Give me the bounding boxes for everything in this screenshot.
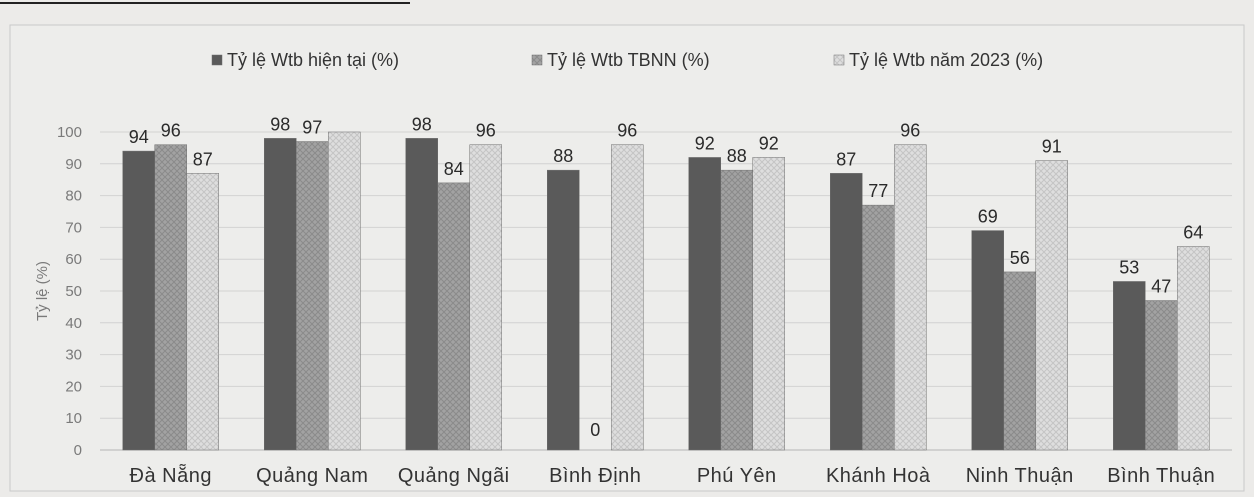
legend: Tỷ lệ Wtb hiện tại (%) Tỷ lệ Wtb TBNN (%)… [211, 50, 1043, 70]
bar-2-series-0 [405, 138, 438, 451]
data-label-1-series-0: 98 [270, 114, 290, 134]
bar-6-series-2 [1035, 160, 1068, 451]
data-label-4-series-1: 88 [727, 146, 747, 166]
data-label-2-series-2: 96 [476, 121, 496, 141]
y-axis-title: Tỷ lệ (%) [34, 261, 51, 321]
bar-7-series-1 [1145, 300, 1178, 451]
data-label-1-series-1: 97 [302, 118, 322, 138]
bar-4-series-0 [688, 157, 721, 451]
data-label-6-series-0: 69 [978, 207, 998, 227]
bar-6-series-0 [971, 230, 1004, 451]
bar-5-series-1 [862, 204, 895, 451]
data-label-4-series-0: 92 [695, 133, 715, 153]
y-tick-label-0: 0 [74, 442, 82, 459]
data-label-3-series-0: 88 [553, 146, 573, 166]
legend-swatch-0 [211, 54, 223, 66]
data-label-5-series-2: 96 [900, 121, 920, 141]
bar-2-series-2 [469, 144, 502, 451]
x-category-label-2: Quảng Ngãi [398, 465, 510, 487]
bar-1-series-0 [264, 138, 297, 451]
bar-4-series-1 [720, 169, 753, 451]
data-label-2-series-0: 98 [412, 114, 432, 134]
bar-0-series-1 [154, 144, 187, 451]
data-label-3-series-1: 0 [590, 420, 600, 440]
y-tick-label-100: 100 [57, 124, 82, 141]
bar-3-series-0 [547, 169, 580, 451]
data-label-6-series-1: 56 [1010, 248, 1030, 268]
bar-7-series-0 [1113, 281, 1146, 451]
bar-5-series-0 [830, 173, 863, 451]
legend-label-1: Tỷ lệ Wtb TBNN (%) [547, 50, 710, 70]
data-label-0-series-0: 94 [129, 127, 149, 147]
legend-swatch-1 [531, 54, 543, 66]
y-tick-label-60: 60 [65, 251, 82, 268]
y-tick-label-50: 50 [65, 283, 82, 300]
bar-1-series-1 [296, 141, 329, 451]
bar-7-series-2 [1177, 246, 1210, 451]
bar-0-series-2 [186, 173, 219, 451]
axes: 0 10 20 30 40 50 60 70 80 90 100 Tỷ lệ (%) Đà Nẵng Qu… [34, 124, 1215, 487]
data-label-0-series-2: 87 [193, 149, 213, 169]
data-label-2-series-1: 84 [444, 159, 464, 179]
data-label-4-series-2: 92 [759, 133, 779, 153]
data-label-7-series-0: 53 [1119, 257, 1139, 277]
bar-3-series-2 [611, 144, 644, 451]
legend-swatch-2 [833, 54, 845, 66]
bar-2-series-1 [437, 182, 470, 451]
data-label-7-series-1: 47 [1151, 277, 1171, 297]
y-tick-label-80: 80 [65, 188, 82, 205]
x-category-label-1: Quảng Nam [256, 465, 368, 487]
data-label-3-series-2: 96 [617, 121, 637, 141]
bars [122, 131, 1210, 451]
legend-label-2: Tỷ lệ Wtb năm 2023 (%) [849, 50, 1043, 70]
x-category-label-0: Đà Nẵng [130, 464, 212, 487]
x-category-label-6: Ninh Thuận [966, 465, 1074, 487]
y-tick-label-40: 40 [65, 315, 82, 332]
bar-0-series-0 [122, 150, 155, 451]
data-label-5-series-0: 87 [836, 149, 856, 169]
y-tick-label-20: 20 [65, 378, 82, 395]
data-label-7-series-2: 64 [1183, 222, 1203, 242]
data-labels: 94 96 87 98 97 98 84 96 88 0 96 92 88 92 87 77 96 69 56 91 5… [129, 114, 1204, 440]
data-label-0-series-1: 96 [161, 121, 181, 141]
data-label-5-series-1: 77 [868, 181, 888, 201]
y-tick-label-70: 70 [65, 219, 82, 236]
y-tick-label-10: 10 [65, 410, 82, 427]
legend-label-0: Tỷ lệ Wtb hiện tại (%) [227, 50, 399, 70]
x-category-label-4: Phú Yên [697, 465, 777, 487]
y-tick-label-30: 30 [65, 347, 82, 364]
data-label-6-series-2: 91 [1042, 137, 1062, 157]
y-tick-label-90: 90 [65, 156, 82, 173]
bar-4-series-2 [752, 157, 785, 451]
x-category-label-5: Khánh Hoà [826, 465, 931, 487]
bar-5-series-2 [894, 144, 927, 451]
x-category-label-3: Bình Định [549, 465, 641, 487]
x-category-label-7: Bình Thuận [1107, 465, 1215, 487]
bar-1-series-2 [328, 131, 361, 451]
bar-6-series-1 [1003, 271, 1036, 451]
